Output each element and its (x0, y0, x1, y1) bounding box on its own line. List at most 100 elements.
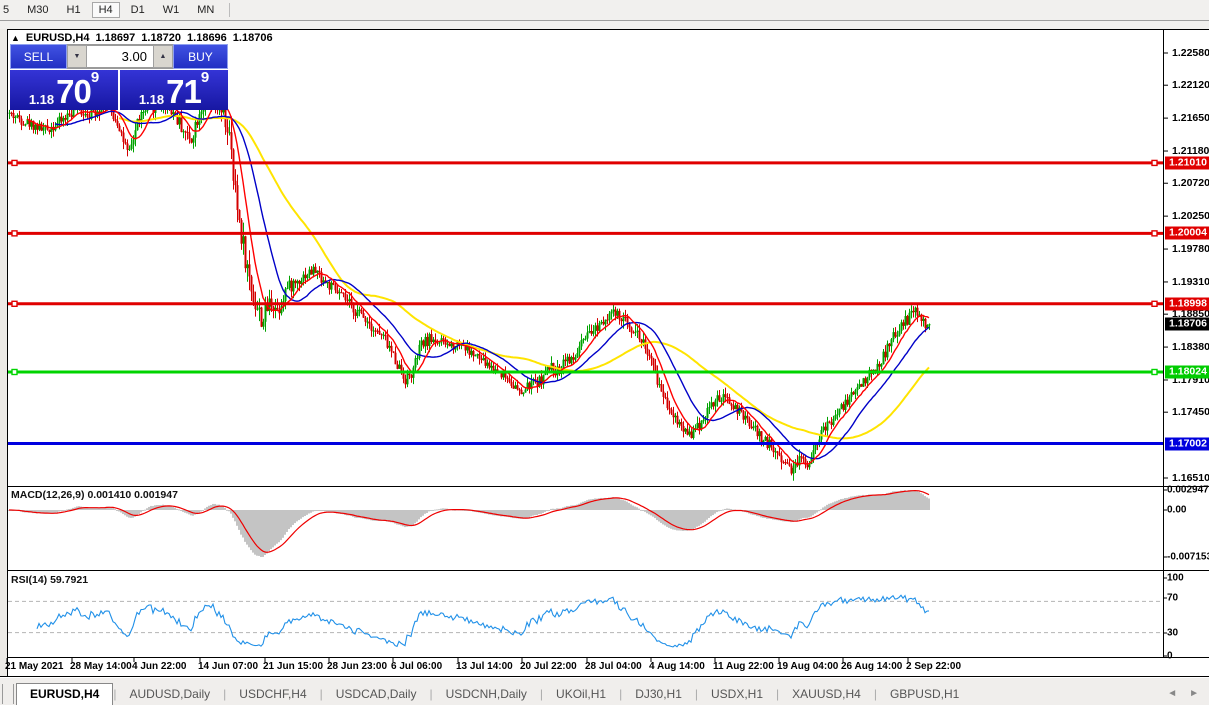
rsi-axis-label: 100 (1167, 572, 1184, 584)
volume-control: ▼ ▲ (66, 44, 173, 69)
macd-axis-label: -0.007153 (1167, 551, 1209, 563)
time-axis-label: 28 May 14:00 (70, 661, 132, 672)
chart-header: ▲ EURUSD,H4 1.18697 1.18720 1.18696 1.18… (11, 31, 273, 44)
price-axis-tag: 1.18024 (1165, 365, 1209, 379)
tab-separator: | (539, 687, 544, 701)
ma-slow-line (118, 114, 930, 440)
price-axis-tick-label: 1.16510 (1172, 472, 1209, 484)
horizontal-level-line[interactable] (8, 368, 1163, 376)
chart-tab-usdcnh[interactable]: USDCNH,Daily (445, 687, 527, 701)
sell-price-prefix: 1.18 (28, 92, 55, 107)
candlestick-series (8, 82, 931, 481)
price-axis-tick-label: 1.21180 (1172, 145, 1209, 158)
time-axis-label: 19 Aug 04:00 (777, 661, 839, 672)
time-axis-label: 6 Jul 06:00 (391, 661, 443, 672)
chart-tab-audusd[interactable]: AUDUSD,Daily (129, 687, 211, 701)
chart-borders (0, 29, 1209, 677)
macd-signal-line (9, 489, 930, 553)
chart-symbol-label: EURUSD,H4 (25, 31, 90, 44)
timeframe-button-mn[interactable]: MN (197, 4, 215, 16)
price-axis-tick-label: 1.22580 (1172, 47, 1209, 59)
chart-tab-dj30[interactable]: DJ30,H1 (635, 687, 682, 701)
volume-decrease-icon[interactable]: ▼ (66, 45, 87, 68)
one-click-panel-toggle-icon[interactable]: ▲ (11, 32, 20, 43)
tab-separator: | (223, 687, 227, 701)
time-axis-label: 21 Jun 15:00 (263, 661, 324, 672)
toolbar-separator (229, 3, 231, 17)
price-axis-tag: 1.17002 (1165, 437, 1209, 451)
price-axis-tick-label: 1.18380 (1172, 341, 1209, 354)
price-axis-tick-label: 1.19310 (1172, 275, 1209, 288)
rsi-pane (8, 594, 1163, 648)
ma-fast-line (26, 101, 930, 465)
time-axis-label: 11 Aug 22:00 (713, 661, 774, 672)
chart-tab-eurusd[interactable]: EURUSD,H4 (16, 683, 114, 705)
toolbar-gap (0, 21, 1209, 29)
ohlc-high: 1.18720 (141, 31, 182, 44)
chart-tab-bar: EURUSD,H4 | AUDUSD,Daily | USDCHF,H4 | USDCAD,… (0, 678, 1209, 705)
time-axis-label: 28 Jul 04:00 (585, 661, 642, 672)
one-click-trade-panel: SELL ▼ ▲ BUY 1.18 70 9 1.18 71 9 (10, 44, 228, 110)
price-axis-tick-label: 1.18850 (1172, 308, 1209, 321)
price-axis-tick-label: 1.19780 (1172, 243, 1209, 256)
buy-button[interactable]: BUY (172, 44, 228, 69)
tab-separator: | (873, 687, 877, 701)
rsi-label: RSI(14) 59.7921 (11, 574, 89, 586)
macd-histogram (8, 490, 930, 557)
price-axis-tick-label: 1.20720 (1172, 177, 1209, 190)
sell-button[interactable]: SELL (10, 44, 67, 69)
time-axis-label: 21 May 2021 (5, 661, 64, 672)
sell-price-box[interactable]: 1.18 70 9 (10, 70, 118, 110)
time-axis-label: 2 Sep 22:00 (906, 661, 962, 672)
time-axis-label: 13 Jul 14:00 (456, 661, 513, 672)
timeframe-button-h4[interactable]: H4 (91, 2, 120, 18)
volume-input[interactable] (86, 45, 153, 68)
price-axis-tag: 1.18998 (1165, 297, 1209, 311)
price-axis-tag: 1.20004 (1165, 226, 1209, 240)
time-axis-label: 4 Jun 22:00 (132, 661, 187, 672)
horizontal-level-line[interactable] (8, 159, 1163, 167)
timeframe-button-w1[interactable]: W1 (162, 4, 180, 16)
sell-price-main: 70 (56, 73, 92, 110)
tab-separator: | (429, 687, 433, 701)
horizontal-level-line[interactable] (8, 300, 1163, 307)
price-axis-tick-label: 1.17450 (1172, 406, 1209, 419)
tab-separator: | (694, 687, 698, 701)
ohlc-close: 1.18706 (232, 31, 273, 44)
chart-tab-usdchf[interactable]: USDCHF,H4 (239, 687, 307, 701)
price-axis-tick-label: 1.22120 (1172, 79, 1209, 92)
ohlc-low: 1.18696 (187, 31, 227, 44)
sell-price-sup: 9 (90, 69, 100, 86)
tabs-scroll-right-icon[interactable]: ► (1189, 688, 1199, 699)
time-axis-label: 20 Jul 22:00 (520, 661, 577, 672)
ma-mid-line (54, 110, 930, 460)
horizontal-level-line[interactable] (8, 230, 1163, 237)
chart-tab-ukoil[interactable]: UKOil,H1 (556, 687, 607, 701)
buy-price-box[interactable]: 1.18 71 9 (120, 70, 228, 110)
macd-label: MACD(12,26,9) 0.001410 0.001947 (11, 489, 178, 501)
rsi-axis-label: 30 (1167, 627, 1179, 639)
tab-separator: | (319, 687, 323, 701)
tabs-scroll-left-icon[interactable]: ◄ (1167, 688, 1178, 699)
price-axis-tick-label: 1.21650 (1172, 112, 1209, 125)
chart-tab-gbpusd[interactable]: GBPUSD,H1 (889, 687, 960, 701)
rsi-axis-label: 70 (1167, 592, 1179, 604)
chart-tab-usdx[interactable]: USDX,H1 (711, 687, 764, 701)
rsi-line (36, 594, 930, 648)
timeframe-button-5[interactable]: 5 (3, 4, 10, 16)
chart-tab-xauusd[interactable]: XAUUSD,H4 (792, 687, 861, 701)
price-axis-tick-label: 1.20250 (1172, 210, 1209, 223)
rsi-axis-label: 0 (1167, 650, 1173, 662)
volume-increase-icon[interactable]: ▲ (152, 45, 173, 68)
timeframe-button-d1[interactable]: D1 (130, 4, 145, 16)
macd-axis-label: 0.00 (1167, 504, 1187, 516)
timeframe-button-h1[interactable]: H1 (66, 4, 81, 16)
chart-tab-usdcad[interactable]: USDCAD,Daily (335, 687, 417, 701)
price-axis-tag: 1.21010 (1165, 156, 1209, 170)
tab-separator: | (113, 687, 117, 701)
price-axis-tag: 1.18706 (1165, 317, 1209, 331)
buy-price-sup: 9 (200, 69, 210, 86)
timeframe-button-m30[interactable]: M30 (27, 4, 49, 16)
tab-separator: | (619, 687, 623, 701)
